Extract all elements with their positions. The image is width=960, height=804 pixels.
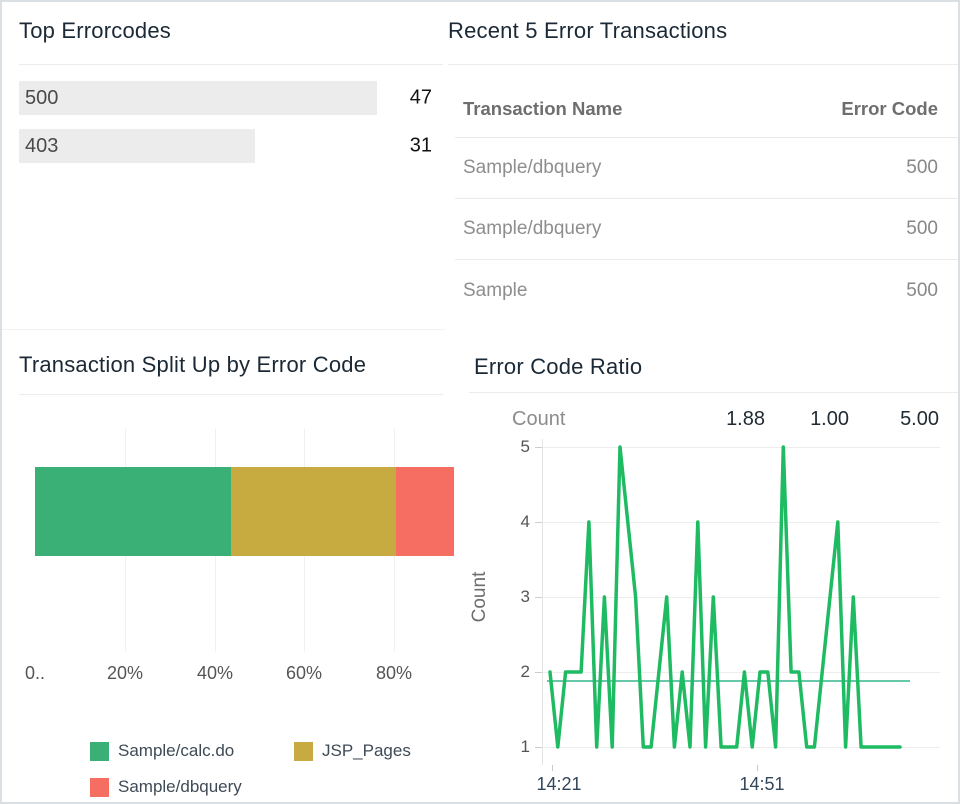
- transaction-error-code: 500: [906, 218, 938, 239]
- header-divider: [455, 137, 958, 138]
- x-tick-label: 40%: [196, 663, 234, 683]
- errorcode-label: 403: [25, 134, 59, 157]
- y-tick-label: 3: [520, 587, 530, 606]
- y-tick-mark: [535, 672, 542, 673]
- stat-average: 1.88: [726, 408, 765, 430]
- count-line-chart[interactable]: [542, 432, 942, 767]
- legend-label: Sample/dbquery: [118, 777, 242, 796]
- transaction-row[interactable]: Sample/dbquery 500: [455, 138, 958, 199]
- errorcode-value: 31: [409, 134, 432, 157]
- column-transaction-name: Transaction Name: [463, 98, 623, 119]
- count-line[interactable]: [548, 445, 902, 749]
- title-divider: [448, 64, 958, 65]
- errorcode-bar[interactable]: 403: [19, 129, 255, 163]
- transaction-row[interactable]: Sample/dbquery 500: [455, 199, 958, 260]
- count-header-label: Count: [512, 408, 566, 430]
- errorcode-row-500[interactable]: 500 47: [19, 81, 432, 115]
- gridline: [542, 747, 940, 748]
- transactions-table: Sample/dbquery 500 Sample/dbquery 500 Sample…: [455, 138, 958, 321]
- transaction-name: Sample: [463, 279, 528, 301]
- x-tick-label-start: 14:21: [536, 774, 582, 794]
- x-tick-label: 60%: [285, 663, 323, 683]
- x-tick-label: 20%: [106, 663, 144, 683]
- transaction-name: Sample/dbquery: [463, 218, 602, 239]
- bar-segment-sample-dbquery[interactable]: [396, 467, 454, 556]
- x-tick-mark: [552, 765, 553, 771]
- y-tick-label: 5: [520, 437, 530, 456]
- transaction-error-code: 500: [906, 279, 938, 301]
- gridline: [542, 447, 940, 448]
- transaction-split-title: Transaction Split Up by Error Code: [19, 352, 367, 377]
- error-code-ratio-title: Error Code Ratio: [474, 354, 643, 379]
- y-tick-label: 1: [520, 737, 530, 756]
- legend-label: JSP_Pages: [322, 741, 411, 760]
- bar-segment-sample-calc-do[interactable]: [35, 467, 231, 556]
- y-axis-line: [542, 439, 543, 765]
- legend-swatch: [294, 741, 313, 761]
- y-tick-mark: [535, 447, 542, 448]
- y-tick-label: 4: [520, 512, 530, 531]
- legend-item-jsp-pages[interactable]: JSP_Pages: [294, 741, 411, 761]
- errorcode-value: 47: [409, 86, 432, 109]
- title-divider: [19, 394, 443, 395]
- stat-min: 1.00: [810, 408, 849, 430]
- transaction-error-code: 500: [906, 157, 938, 178]
- x-tick-label: 0..: [24, 663, 46, 683]
- title-divider: [19, 64, 443, 65]
- legend-item-sample-calc-do[interactable]: Sample/calc.do: [90, 741, 234, 761]
- legend-swatch: [90, 777, 109, 797]
- y-tick-mark: [535, 522, 542, 523]
- table-header: Transaction Name Error Code: [463, 98, 938, 120]
- errorcode-label: 500: [25, 86, 59, 109]
- x-tick-mark: [757, 765, 758, 771]
- column-error-code: Error Code: [841, 98, 938, 119]
- stacked-bar[interactable]: [35, 467, 454, 556]
- gridline: [542, 597, 940, 598]
- top-errorcodes-title: Top Errorcodes: [19, 18, 171, 43]
- y-tick-label: 2: [520, 662, 530, 681]
- errorcode-bar[interactable]: 500: [19, 81, 377, 115]
- transaction-row[interactable]: Sample 500: [455, 260, 958, 321]
- legend-item-sample-dbquery[interactable]: Sample/dbquery: [90, 777, 242, 797]
- transaction-name: Sample/dbquery: [463, 157, 602, 178]
- title-divider: [469, 392, 958, 393]
- errorcode-row-403[interactable]: 403 31: [19, 129, 432, 163]
- x-tick-label-mid: 14:51: [739, 774, 785, 794]
- stat-max: 5.00: [900, 408, 939, 430]
- y-tick-mark: [535, 597, 542, 598]
- top-errorcodes-chart: 500 47 403 31: [19, 81, 432, 177]
- legend-swatch: [90, 741, 109, 761]
- gridline: [542, 672, 940, 673]
- gridline: [542, 522, 940, 523]
- y-axis-label: Count: [469, 571, 490, 623]
- legend-label: Sample/calc.do: [118, 741, 235, 760]
- y-tick-mark: [535, 747, 542, 748]
- panel-boundary: [2, 329, 445, 330]
- recent-transactions-title: Recent 5 Error Transactions: [448, 18, 728, 43]
- bar-segment-jsp-pages[interactable]: [230, 467, 397, 556]
- x-tick-label: 80%: [375, 663, 413, 683]
